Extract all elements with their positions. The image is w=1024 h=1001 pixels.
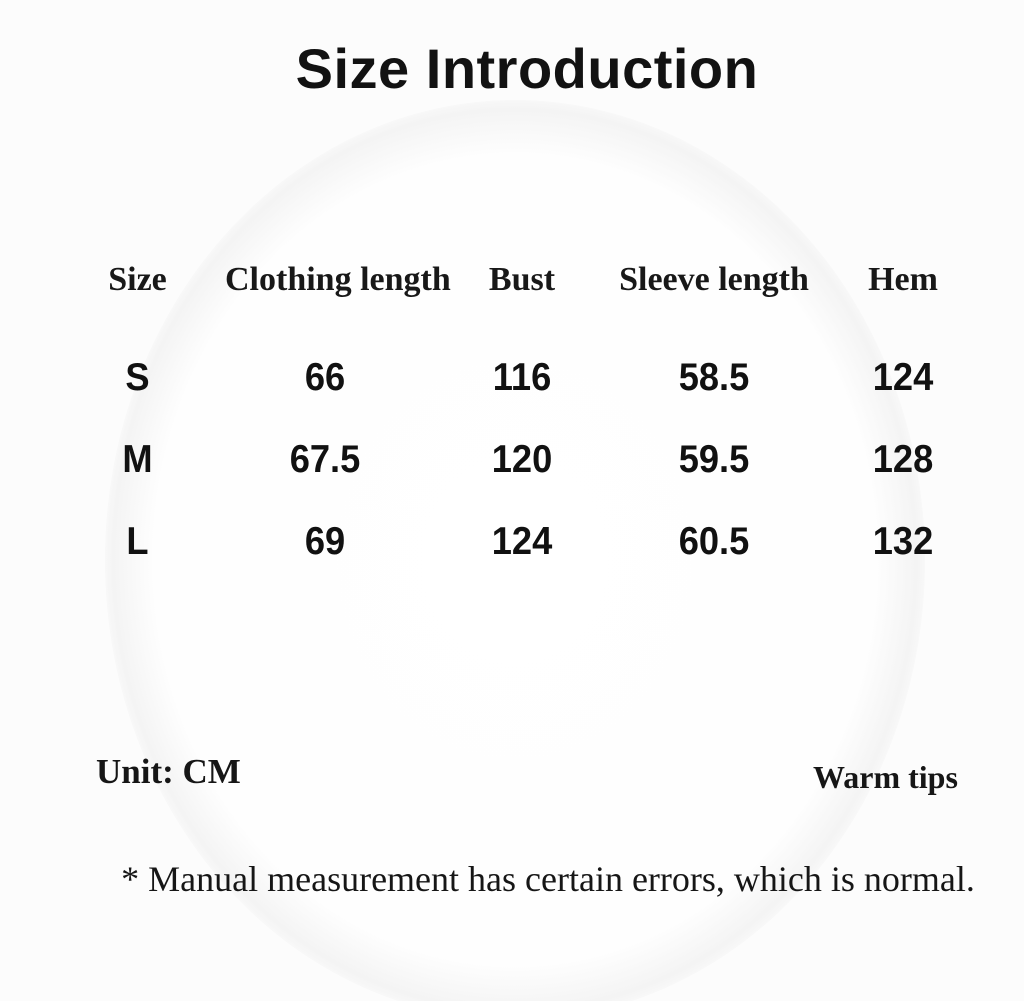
clothing-length-value: 66 bbox=[304, 356, 346, 399]
column-header-clothing-length: Clothing length bbox=[225, 261, 451, 298]
sleeve-length-value: 59.5 bbox=[678, 438, 750, 481]
column-header-size: Size bbox=[108, 261, 167, 298]
bust-value: 120 bbox=[491, 438, 553, 481]
measurement-note: * Manual measurement has certain errors,… bbox=[121, 859, 975, 899]
size-label: L bbox=[126, 520, 149, 563]
sleeve-length-value: 58.5 bbox=[678, 356, 750, 399]
hem-value: 132 bbox=[872, 520, 934, 563]
size-label: M bbox=[122, 438, 153, 481]
warm-tips-label: Warm tips bbox=[813, 759, 958, 795]
table-row-size-s: S 66 116 58.5 124 bbox=[50, 350, 997, 406]
column-header-bust: Bust bbox=[488, 261, 556, 298]
column-header-sleeve-length: Sleeve length bbox=[619, 261, 809, 298]
clothing-length-value: 69 bbox=[304, 520, 346, 563]
hem-value: 128 bbox=[872, 438, 934, 481]
column-header-hem: Hem bbox=[868, 261, 938, 298]
bust-value: 124 bbox=[491, 520, 553, 563]
sleeve-length-value: 60.5 bbox=[678, 520, 750, 563]
size-label: S bbox=[125, 356, 150, 399]
table-row-size-l: L 69 124 60.5 132 bbox=[50, 514, 997, 570]
table-row-size-m: M 67.5 120 59.5 128 bbox=[50, 432, 997, 488]
clothing-length-value: 67.5 bbox=[289, 438, 361, 481]
page-title: Size Introduction bbox=[295, 37, 759, 100]
hem-value: 124 bbox=[872, 356, 934, 399]
unit-label: Unit: CM bbox=[96, 752, 241, 791]
background-halo bbox=[105, 100, 925, 1001]
bust-value: 116 bbox=[492, 356, 552, 399]
size-table-header-row: Size Clothing length Bust Sleeve length … bbox=[50, 252, 997, 308]
